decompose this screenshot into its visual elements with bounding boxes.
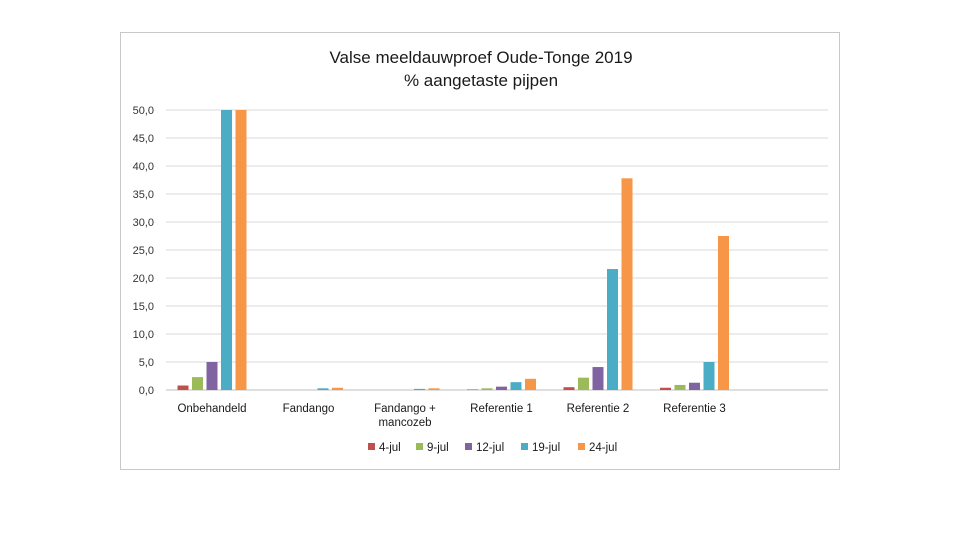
bar-24-jul <box>621 178 633 390</box>
y-tick-label: 0,0 <box>139 385 154 397</box>
y-tick-label: 5,0 <box>139 357 154 369</box>
y-tick-label: 40,0 <box>133 161 154 173</box>
legend-label-24-jul: 24-jul <box>589 442 617 454</box>
chart-frame: Valse meeldauwproef Oude-Tonge 2019 % aan… <box>120 32 840 470</box>
bar-4-jul <box>563 387 575 390</box>
bar-4-jul <box>177 385 189 390</box>
bar-24-jul <box>718 236 729 390</box>
legend-swatch-4-jul <box>368 443 375 450</box>
bar-12-jul <box>689 382 700 390</box>
y-tick-label: 10,0 <box>133 329 154 341</box>
legend-swatch-24-jul <box>578 443 585 450</box>
legend-swatch-12-jul <box>465 443 472 450</box>
category-label: Fandango <box>283 403 335 415</box>
bar-9-jul <box>578 377 589 390</box>
x-axis-categories: Onbehandeld Fandango Fandango + mancozeb Ref… <box>177 403 725 429</box>
legend-label-19-jul: 19-jul <box>532 442 560 454</box>
bar-19-jul <box>703 362 715 390</box>
legend-swatch-19-jul <box>521 443 528 450</box>
legend-swatch-9-jul <box>416 443 423 450</box>
bar-19-jul <box>221 110 232 390</box>
y-tick-label: 45,0 <box>133 133 154 145</box>
bar-19-jul <box>607 269 618 390</box>
bar-9-jul <box>192 377 203 390</box>
bar-24-jul <box>235 110 247 390</box>
bar-24-jul <box>332 387 343 390</box>
bar-9-jul <box>674 384 686 390</box>
bar-4-jul <box>660 387 671 390</box>
legend-label-12-jul: 12-jul <box>476 442 504 454</box>
category-label: Fandango + <box>374 403 436 415</box>
chart-title: Valse meeldauwproef Oude-Tonge 2019 % aan… <box>329 48 632 90</box>
category-label: mancozeb <box>378 417 431 429</box>
chart-title-line-2: % aangetaste pijpen <box>404 71 558 90</box>
y-tick-label: 35,0 <box>133 189 154 201</box>
y-tick-label: 15,0 <box>133 301 154 313</box>
category-label: Referentie 3 <box>663 403 726 415</box>
category-label: Onbehandeld <box>177 403 246 415</box>
bars <box>177 110 729 390</box>
legend-label-9-jul: 9-jul <box>427 442 449 454</box>
y-axis-ticks: 0,0 5,0 10,0 15,0 20,0 25,0 30,0 35,0 40,0 45,0 50… <box>133 105 154 397</box>
bar-12-jul <box>592 367 604 390</box>
y-tick-label: 25,0 <box>133 245 154 257</box>
bar-12-jul <box>206 362 218 390</box>
bar-19-jul <box>414 388 425 390</box>
gridlines <box>166 109 828 391</box>
bar-19-jul <box>510 382 522 390</box>
bar-24-jul <box>428 388 440 390</box>
category-label: Referentie 1 <box>470 403 533 415</box>
bar-9-jul <box>481 388 493 390</box>
bar-19-jul <box>317 388 329 390</box>
y-tick-label: 20,0 <box>133 273 154 285</box>
legend: 4-jul 9-jul 12-jul 19-jul 24-jul <box>368 442 617 454</box>
bar-24-jul <box>525 378 536 390</box>
category-label: Referentie 2 <box>567 403 630 415</box>
legend-label-4-jul: 4-jul <box>379 442 401 454</box>
chart-svg: Valse meeldauwproef Oude-Tonge 2019 % aan… <box>133 48 828 454</box>
bar-4-jul <box>467 389 478 390</box>
y-tick-label: 30,0 <box>133 217 154 229</box>
chart-title-line-1: Valse meeldauwproef Oude-Tonge 2019 <box>329 48 632 67</box>
bar-12-jul <box>496 386 507 390</box>
y-tick-label: 50,0 <box>133 105 154 117</box>
